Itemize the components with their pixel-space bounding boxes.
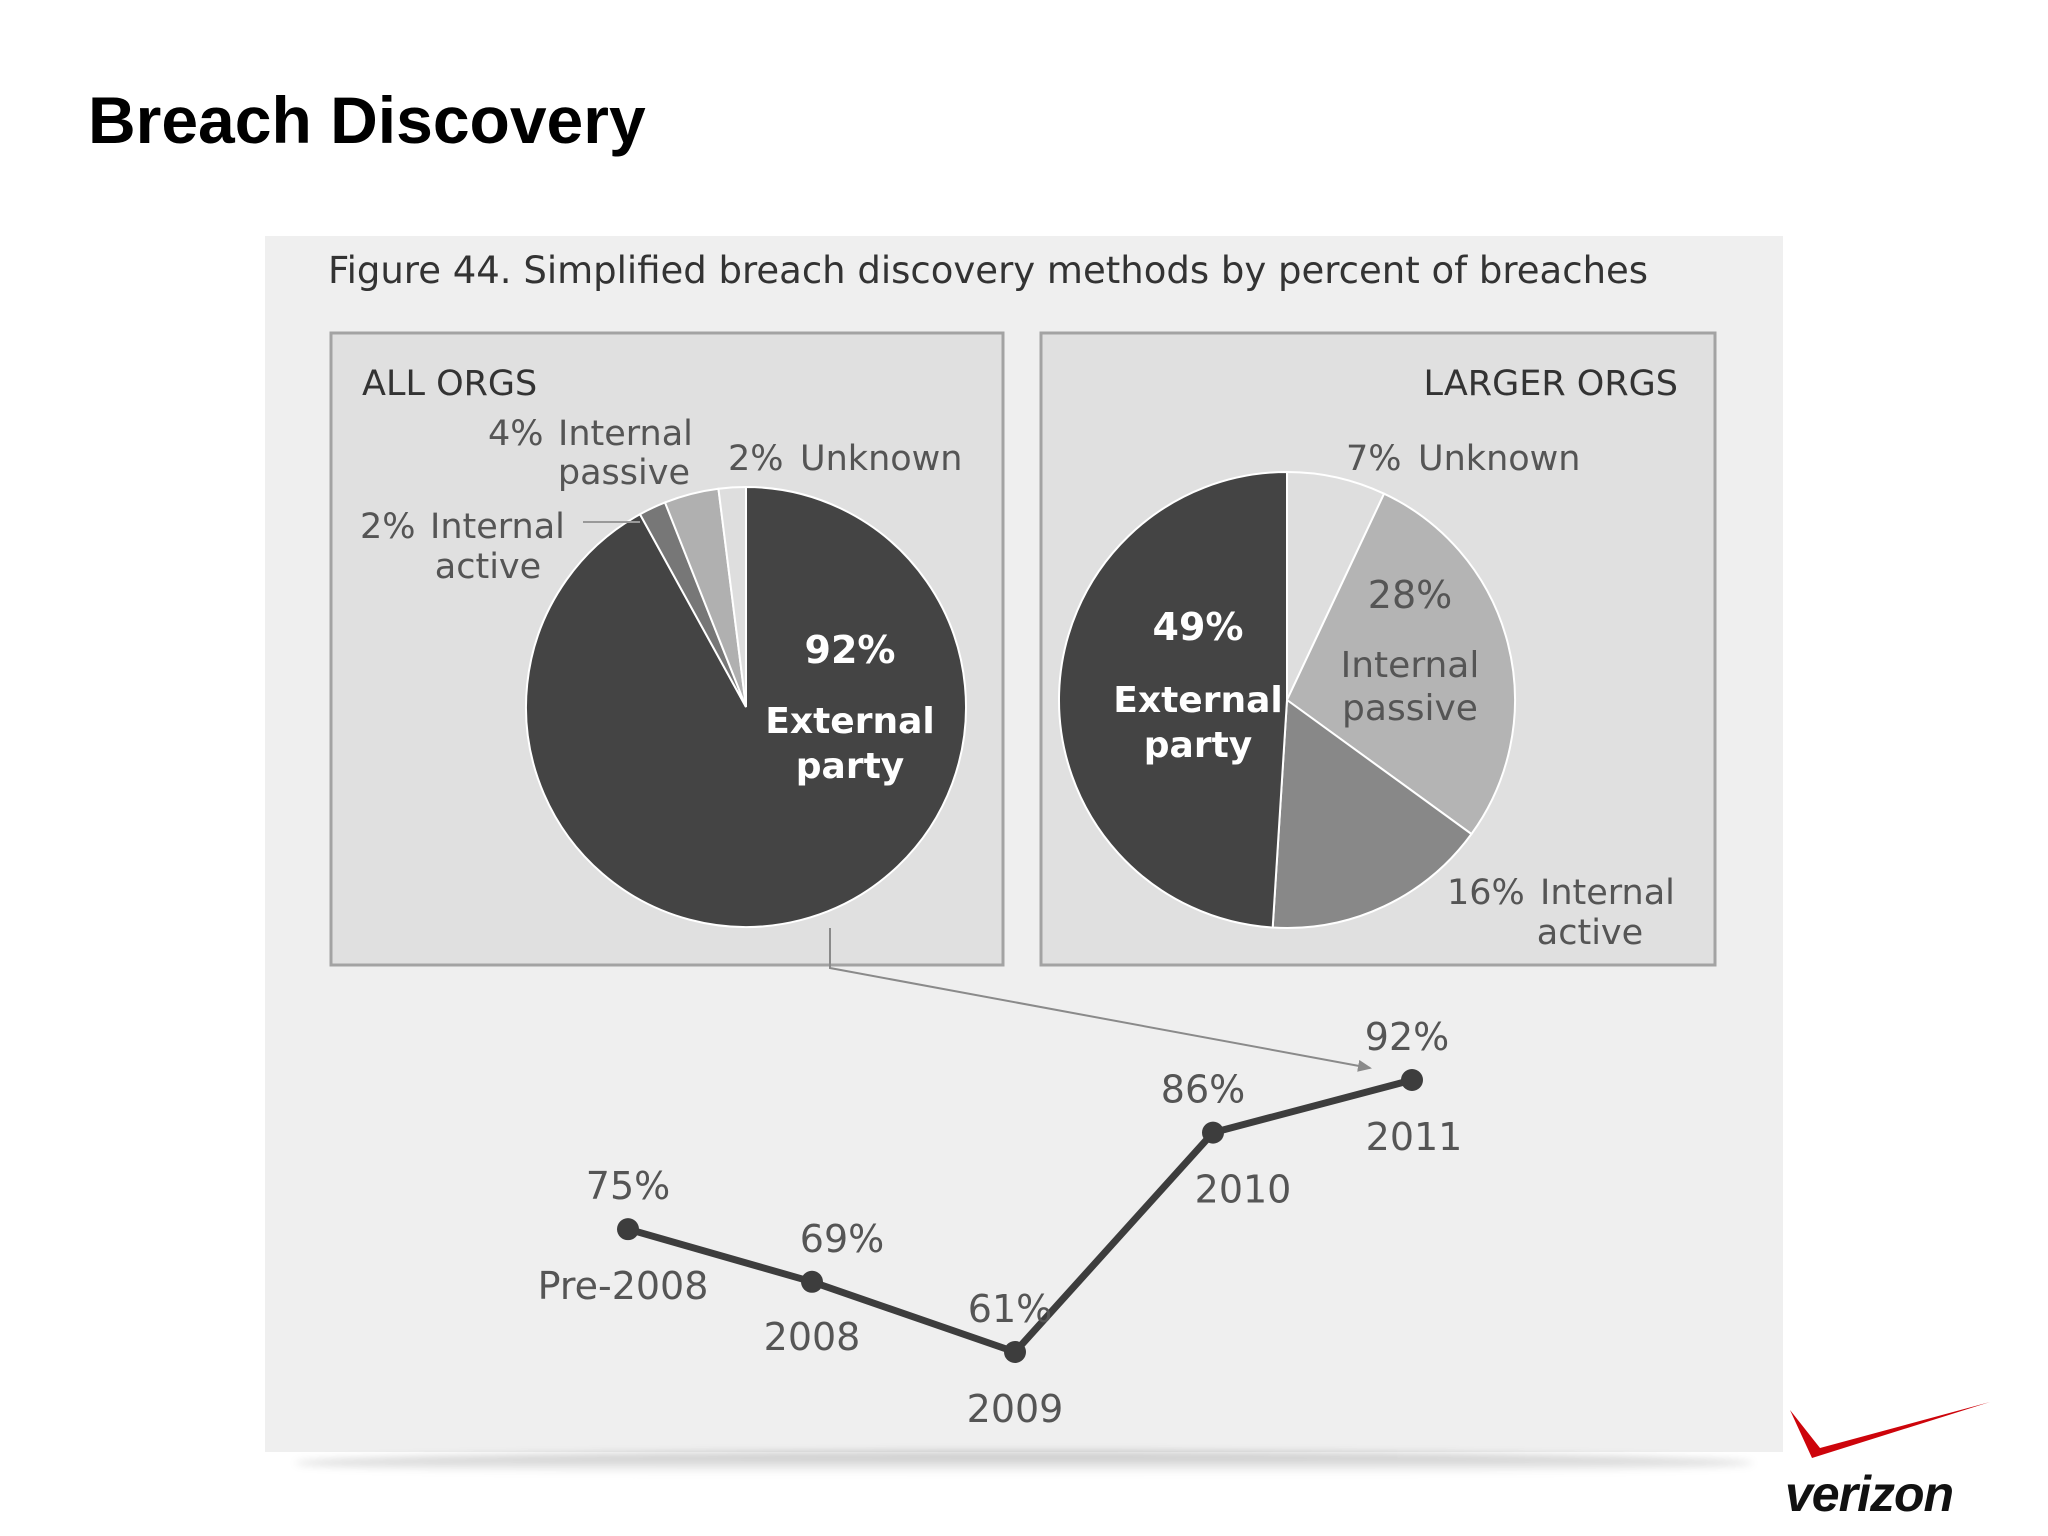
value-label-2011: 92% (1365, 1015, 1449, 1059)
label-all-active-pct: 2% (360, 507, 416, 547)
verizon-logo-text: verizon (1785, 1466, 1954, 1522)
label-large-unknown: 7% Unknown (1346, 439, 1580, 479)
category-label-2010: 2010 (1195, 1168, 1292, 1212)
label-large-active-l2: active (1537, 913, 1643, 953)
label-all-passive-l1: Internal (558, 414, 693, 454)
large-slice-external-party (1058, 470, 1288, 929)
figure-shadow (295, 1452, 1753, 1474)
label-large-external-pct: 49% (1153, 605, 1244, 649)
label-large-unknown-l1: Unknown (1418, 439, 1580, 479)
value-label-2010: 86% (1161, 1068, 1245, 1112)
pie-larger-orgs (1058, 470, 1516, 929)
label-all-internal-passive: 4% Internal passive (488, 414, 693, 493)
label-all-unknown-l1: Unknown (800, 439, 962, 479)
line-point-2010 (1202, 1121, 1224, 1144)
value-label-2009: 61% (968, 1287, 1052, 1331)
figure-title: Figure 44. Simplified breach discovery m… (328, 249, 1648, 292)
line-point-2009 (1004, 1341, 1026, 1363)
label-all-passive-l2: passive (558, 453, 690, 493)
line-point-2011 (1401, 1069, 1423, 1091)
label-large-unknown-pct: 7% (1346, 439, 1402, 479)
label-all-external-l2: party (796, 746, 905, 787)
category-label-pre-2008: Pre-2008 (538, 1264, 709, 1308)
category-label-2008: 2008 (764, 1315, 861, 1359)
label-all-active-l2: active (435, 547, 541, 587)
label-large-active-l1: Internal (1540, 873, 1675, 913)
connector-arrow (829, 928, 1372, 1072)
label-large-external-l1: External (1113, 680, 1282, 721)
label-all-external-pct: 92% (805, 628, 896, 672)
logo-check-icon (1790, 1402, 1990, 1458)
category-label-2009: 2009 (967, 1387, 1064, 1431)
label-all-active-l1: Internal (430, 507, 565, 547)
label-large-passive-pct: 28% (1368, 573, 1452, 617)
label-large-passive-l2: passive (1342, 688, 1478, 729)
panel-label-larger-orgs: LARGER ORGS (1424, 364, 1678, 404)
all-slice-unknown (717, 485, 747, 708)
label-large-external-l2: party (1144, 725, 1253, 766)
trend-line-chart: 75% Pre-2008 69% 2008 61% 2009 86% 2010 92% 2011 (538, 1015, 1463, 1431)
label-all-unknown: 2% Unknown (728, 439, 962, 479)
label-large-active-pct: 16% (1447, 873, 1525, 913)
label-all-external-l1: External (765, 701, 934, 742)
panel-label-all-orgs: ALL ORGS (362, 364, 537, 404)
large-slice-internal-passive (1285, 492, 1516, 836)
label-large-passive-l1: Internal (1341, 645, 1480, 686)
value-label-2008: 69% (800, 1217, 884, 1261)
label-all-passive-pct: 4% (488, 414, 544, 454)
page-title: Breach Discovery (88, 83, 646, 157)
line-point-2008 (801, 1270, 823, 1293)
category-label-2011: 2011 (1366, 1115, 1463, 1159)
label-large-internal-active: 16% Internal active (1447, 873, 1675, 953)
value-label-pre-2008: 75% (586, 1164, 670, 1208)
large-slice-internal-active (1271, 698, 1473, 929)
pie-all-orgs (525, 485, 968, 928)
label-all-internal-active: 2% Internal active (360, 507, 565, 587)
line-point-pre-2008 (617, 1218, 639, 1241)
label-all-unknown-pct: 2% (728, 439, 784, 479)
